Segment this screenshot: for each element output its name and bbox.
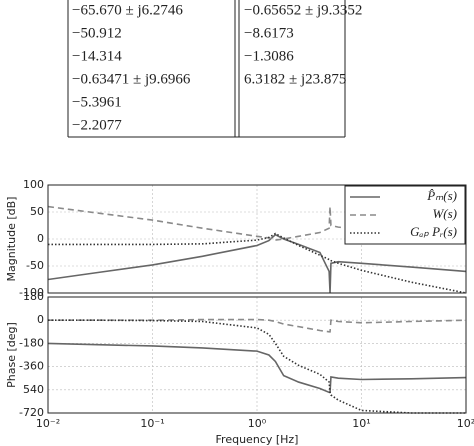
table-cell: −14.314 (72, 48, 122, 64)
y-axis-label: Phase [deg] (5, 322, 18, 388)
plot-frame (47, 184, 467, 294)
x-tick-label: 10² (457, 417, 474, 430)
series-line (48, 318, 467, 333)
table-lines (67, 0, 346, 138)
series-line (47, 342, 467, 394)
table-cell: −65.670 ± j6.2746 (72, 2, 183, 18)
series-line (48, 232, 467, 294)
y-tick-label: 540 (23, 383, 44, 396)
y-axis-label: Magnitude [dB] (5, 197, 18, 282)
table-cell: −2.2077 (72, 117, 122, 133)
y-tick-label: 100 (23, 178, 44, 191)
plot-frame (47, 296, 467, 414)
y-tick-label: 50 (30, 205, 44, 218)
y-tick-label: -360 (19, 360, 44, 373)
y-tick-label: -720 (19, 406, 44, 419)
y-tick-label: 0 (37, 232, 44, 245)
y-tick-label: 180 (23, 290, 44, 303)
x-tick-label: 10⁰ (248, 417, 267, 430)
table-cell: −0.65652 ± j9.3352 (244, 2, 362, 18)
table-cell: −8.6173 (244, 25, 294, 41)
legend-label: Gₐₚ Pᵣ(s) (410, 224, 457, 239)
table-cell: 6.3182 ± j23.875 (244, 71, 346, 87)
y-tick-label: -180 (19, 336, 44, 349)
x-tick-label: 10¹ (352, 417, 370, 430)
table-cell: −1.3086 (244, 48, 294, 64)
table-cell: −5.3961 (72, 94, 122, 110)
y-tick-label: 0 (37, 313, 44, 326)
legend-label: P̂ₘ(s) (426, 188, 457, 203)
series-line (48, 319, 466, 414)
table-cell: −50.912 (72, 25, 122, 41)
y-tick-label: -50 (26, 259, 44, 272)
x-tick-label: 10⁻² (36, 417, 60, 430)
legend-label: W(s) (432, 206, 457, 221)
x-tick-label: 10⁻¹ (140, 417, 164, 430)
x-axis-label: Frequency [Hz] (216, 433, 299, 446)
series-line (47, 233, 467, 294)
y-tick-label: -100 (19, 286, 44, 299)
table-cell: −0.63471 ± j9.6966 (72, 71, 191, 87)
